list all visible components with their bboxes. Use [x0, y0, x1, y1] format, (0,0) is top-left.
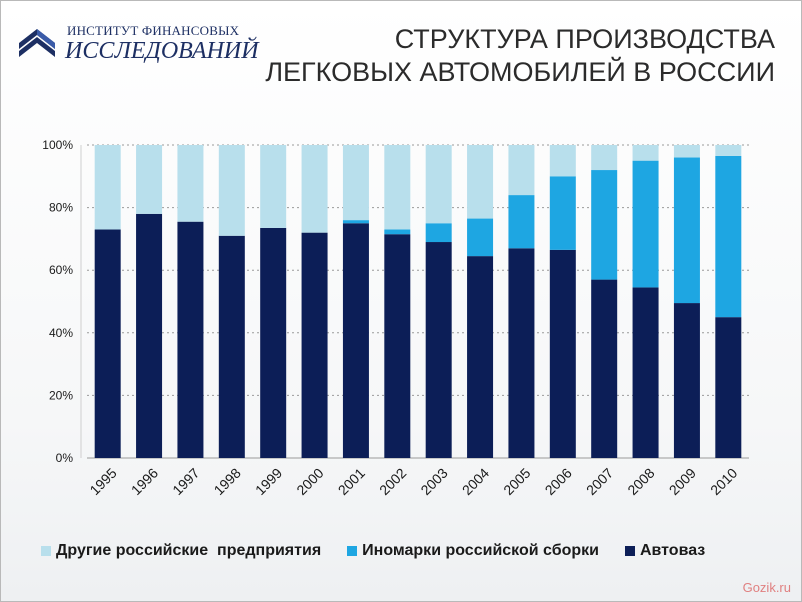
bar-segment-avtovaz — [425, 242, 452, 458]
bar-segment-avtovaz — [549, 249, 576, 458]
bar-segment-drugie — [177, 145, 204, 222]
bar-segment-avtovaz — [632, 287, 659, 458]
x-tick-label: 1997 — [169, 465, 202, 498]
logo-text-line1: ИНСТИТУТ ФИНАНСОВЫХ — [67, 23, 240, 38]
bar-segment-inomarki — [673, 157, 700, 304]
watermark: Gozik.ru — [742, 580, 791, 595]
bar-segment-drugie — [384, 145, 411, 230]
bar-segment-inomarki — [715, 155, 742, 318]
slide-title: СТРУКТУРА ПРОИЗВОДСТВА ЛЕГКОВЫХ АВТОМОБИ… — [265, 23, 775, 89]
bar-segment-drugie — [342, 145, 369, 221]
legend-swatch-avtovaz — [624, 546, 635, 556]
x-tick-label: 2005 — [500, 465, 533, 498]
bar-segment-drugie — [260, 145, 287, 228]
bar-segment-avtovaz — [94, 229, 121, 458]
bar-segment-inomarki — [384, 229, 411, 235]
x-tick-label: 2004 — [459, 465, 492, 498]
legend-item-avtovaz: Автоваз — [624, 542, 706, 560]
x-tick-label: 1998 — [211, 465, 244, 498]
bar-segment-drugie — [301, 145, 328, 233]
bar-segment-inomarki — [467, 218, 494, 257]
x-tick-label: 2007 — [583, 465, 616, 498]
logo-emblem-icon — [19, 29, 55, 57]
bar-segment-avtovaz — [301, 232, 328, 458]
x-tick-label: 2002 — [376, 465, 409, 498]
chart-bars — [94, 145, 742, 458]
legend-item-inomarki: Иномарки российской сборки — [347, 542, 599, 560]
legend-label-inomarki: Иномарки российской сборки — [362, 542, 599, 559]
x-tick-label: 2010 — [707, 465, 740, 498]
bar-segment-drugie — [715, 145, 742, 156]
bar-segment-inomarki — [508, 195, 535, 249]
bar-segment-drugie — [632, 145, 659, 161]
bar-segment-avtovaz — [342, 223, 369, 458]
y-tick-label: 100% — [42, 138, 73, 152]
x-tick-label: 2001 — [335, 465, 368, 498]
x-tick-label: 1995 — [86, 465, 119, 498]
bar-segment-avtovaz — [136, 213, 163, 458]
x-tick-label: 1999 — [252, 465, 285, 498]
y-tick-label: 60% — [49, 263, 73, 277]
bar-segment-avtovaz — [715, 317, 742, 458]
legend-swatch-inomarki — [347, 546, 358, 556]
bar-segment-drugie — [673, 145, 700, 158]
y-tick-label: 0% — [56, 451, 74, 465]
bar-segment-avtovaz — [467, 256, 494, 458]
y-tick-label: 20% — [49, 388, 73, 402]
bar-segment-avtovaz — [384, 234, 411, 458]
bar-segment-drugie — [136, 145, 163, 214]
title-line2: ЛЕГКОВЫХ АВТОМОБИЛЕЙ В РОССИИ — [265, 57, 775, 87]
logo-text-line2: ИССЛЕДОВАНИЙ — [65, 38, 259, 64]
x-tick-label: 1996 — [128, 465, 161, 498]
legend-label-avtovaz: Автоваз — [639, 542, 706, 559]
bar-segment-inomarki — [632, 160, 659, 288]
bar-segment-avtovaz — [508, 248, 535, 458]
bar-segment-drugie — [467, 145, 494, 219]
bar-segment-avtovaz — [218, 235, 245, 458]
bar-segment-avtovaz — [177, 221, 204, 458]
bar-segment-inomarki — [591, 170, 618, 280]
x-tick-label: 2000 — [293, 465, 326, 498]
bar-segment-drugie — [508, 145, 535, 196]
bar-segment-drugie — [94, 145, 121, 230]
bar-segment-avtovaz — [260, 227, 287, 458]
bar-segment-drugie — [549, 145, 576, 177]
x-tick-label: 2003 — [417, 465, 450, 498]
y-tick-label: 40% — [49, 326, 73, 340]
institute-logo: ИНСТИТУТ ФИНАНСОВЫХ ИССЛЕДОВАНИЙ — [15, 19, 259, 69]
legend-item-drugie: Другие российские предприятия — [41, 542, 321, 560]
legend-label-drugie: Другие российские предприятия — [56, 542, 322, 559]
y-tick-label: 80% — [49, 201, 73, 215]
bar-segment-inomarki — [342, 220, 369, 224]
bar-segment-avtovaz — [591, 279, 618, 458]
bar-segment-drugie — [591, 145, 618, 171]
legend-swatch-drugie — [41, 546, 51, 556]
bar-segment-inomarki — [425, 223, 452, 243]
x-tick-label: 2009 — [666, 465, 699, 498]
bar-segment-inomarki — [549, 176, 576, 250]
bar-segment-drugie — [425, 145, 452, 224]
bar-segment-avtovaz — [673, 303, 700, 458]
title-line1: СТРУКТУРА ПРОИЗВОДСТВА — [394, 24, 775, 54]
x-tick-label: 2008 — [624, 465, 657, 498]
x-tick-label: 2006 — [542, 465, 575, 498]
bar-segment-drugie — [218, 145, 245, 236]
chart-legend: Другие российские предприятия Иномарки р… — [41, 542, 705, 560]
